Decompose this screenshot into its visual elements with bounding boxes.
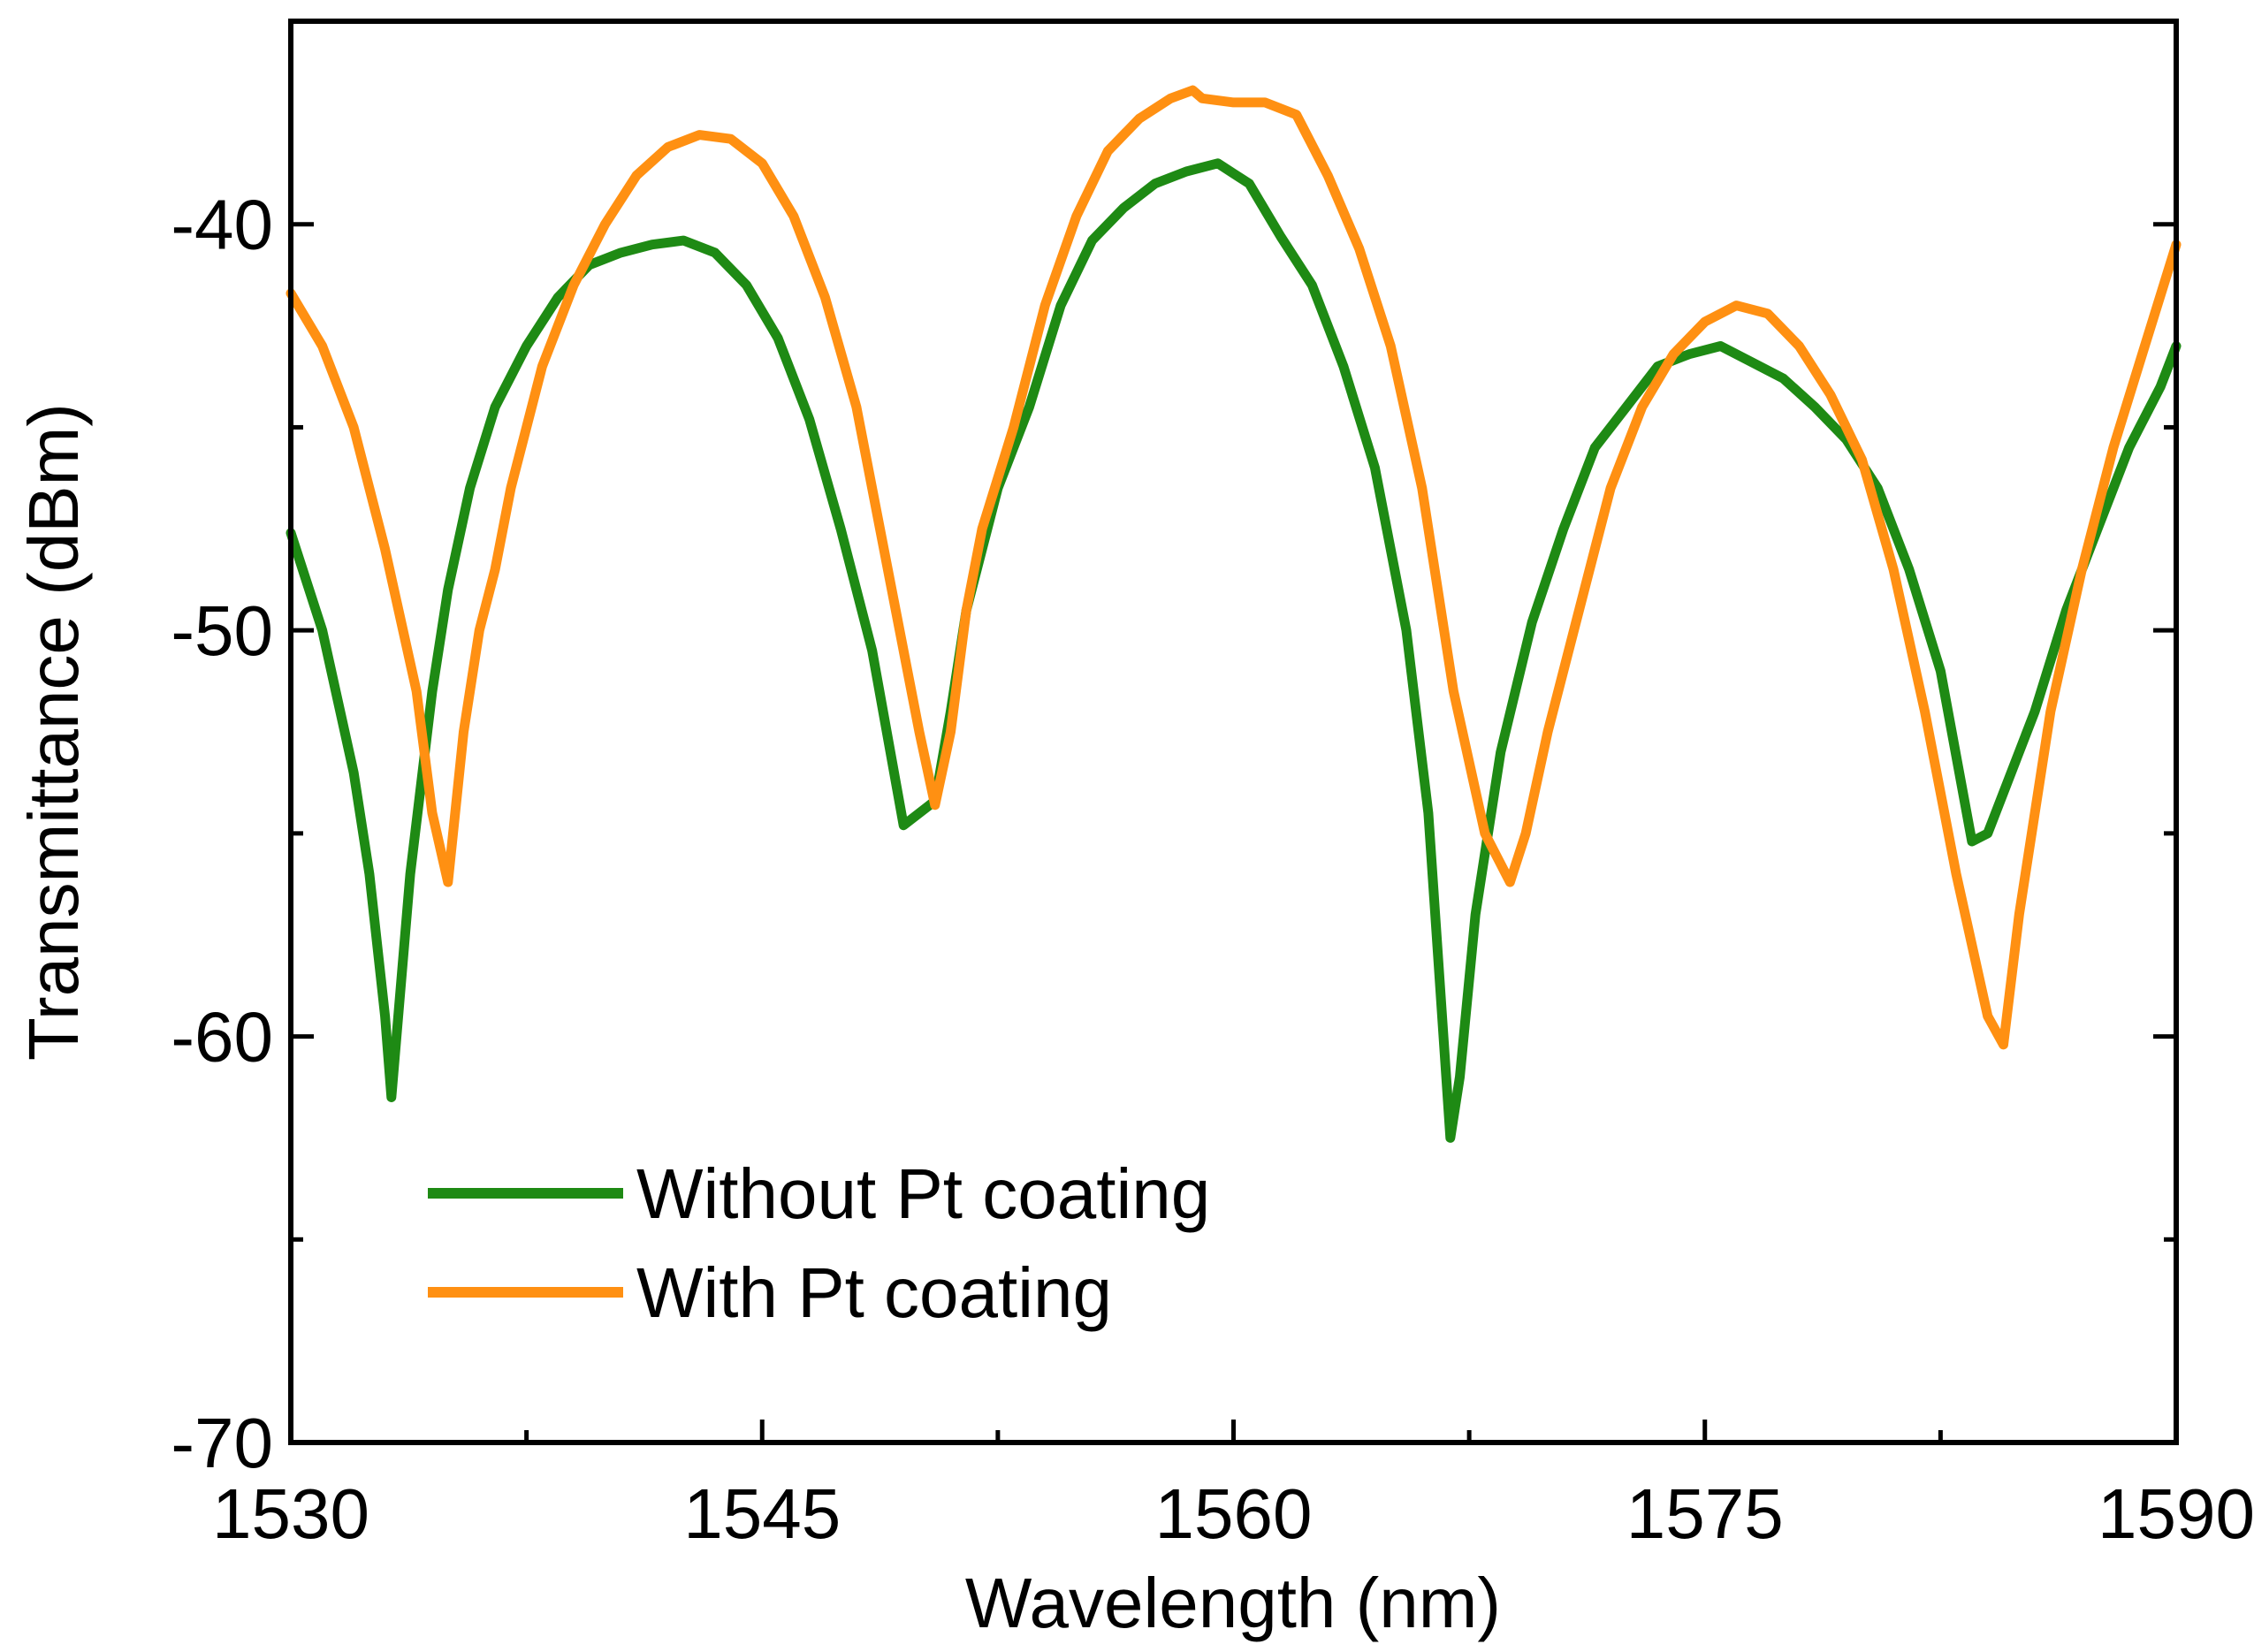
x-axis-title: Wavelength (nm): [965, 1564, 1501, 1642]
y-tick-label: -50: [171, 591, 273, 670]
plot-frame: [288, 19, 2179, 1445]
ticks-layer: 1530 1545 1560 1575 1590 -70 -60 -50 -40: [171, 186, 2254, 1553]
x-tick-label: 1575: [1626, 1474, 1784, 1553]
y-tick-label: -70: [171, 1404, 273, 1482]
y-tick-label: -60: [171, 998, 273, 1077]
x-tick-label: 1530: [212, 1474, 369, 1553]
series-line-0: [286, 158, 2182, 1143]
legend: Without Pt coating With Pt coating: [428, 1154, 1210, 1332]
series-line-1: [286, 85, 2182, 1050]
y-tick-label: -40: [171, 186, 273, 264]
x-tick-label: 1560: [1155, 1474, 1313, 1553]
series-layer: [286, 85, 2182, 1143]
x-tick-label: 1545: [683, 1474, 841, 1553]
legend-label-with-pt: With Pt coating: [636, 1253, 1112, 1332]
legend-label-without-pt: Without Pt coating: [636, 1154, 1210, 1233]
y-axis-title: Transmittance (dBm): [14, 403, 93, 1061]
x-tick-label: 1590: [2098, 1474, 2254, 1553]
